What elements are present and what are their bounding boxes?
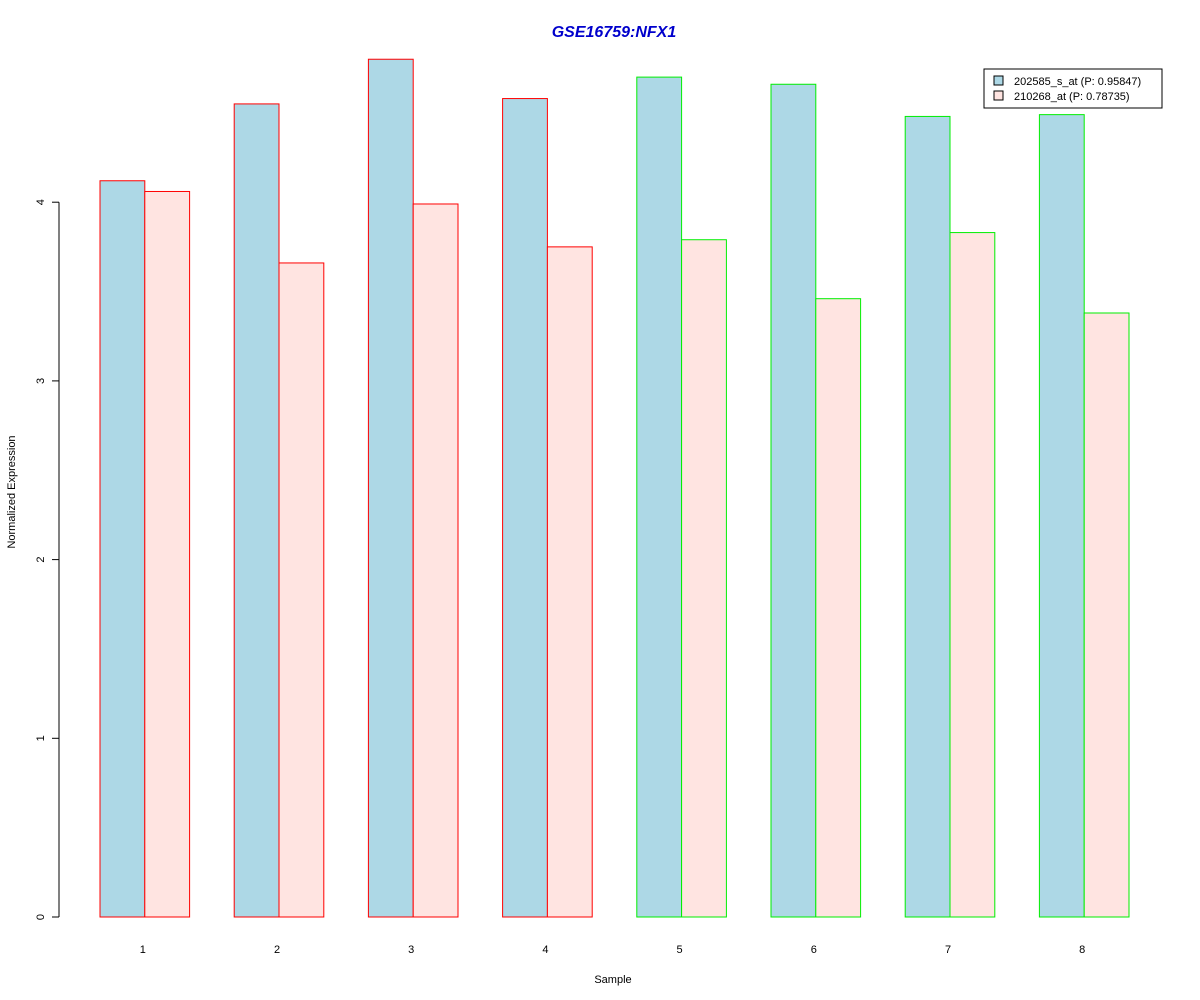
bar-1-sample-7 [904,115,951,918]
bar-2-sample-4 [546,246,593,918]
legend-swatch-2 [993,90,1004,101]
bar-1-sample-5 [636,76,683,918]
y-axis-label: Normalized Expression [6,435,18,548]
x-tick-label-6: 6 [811,944,817,956]
bar-1-sample-2 [233,103,280,918]
bar-2-sample-6 [815,298,862,918]
bar-1-sample-3 [367,58,414,918]
legend-box [983,68,1163,109]
bars-group [99,58,1130,918]
x-tick-label-5: 5 [677,944,683,956]
x-tick-label-3: 3 [408,944,414,956]
bar-2-sample-8 [1083,312,1130,918]
y-tick-label-1: 1 [35,735,47,741]
bar-2-sample-1 [144,190,191,918]
bar-1-sample-8 [1038,114,1085,918]
bar-2-sample-3 [412,203,459,918]
bar-2-sample-5 [681,239,727,918]
bar-1-sample-1 [99,180,146,918]
bar-2-sample-7 [949,232,996,918]
bar-1-sample-6 [770,83,817,918]
y-tick-label-0: 0 [35,914,47,920]
y-tick-label-3: 3 [35,378,47,384]
bar-1-sample-4 [502,98,548,918]
y-axis: 0 1 2 3 4 [35,199,60,920]
chart-title: GSE16759:NFX1 [552,24,677,41]
legend-swatch-1 [993,75,1004,86]
x-tick-label-1: 1 [140,944,146,956]
x-tick-label-8: 8 [1079,944,1085,956]
x-tick-label-2: 2 [274,944,280,956]
y-tick-label-2: 2 [35,557,47,563]
x-axis: 1 2 3 4 5 6 7 8 [140,944,1086,956]
x-axis-label: Sample [594,974,631,986]
y-tick-label-4: 4 [35,199,47,205]
legend-entry-2: 210268_at (P: 0.78735) [1014,91,1130,103]
bar-2-sample-2 [278,262,325,918]
legend-entry-1: 202585_s_at (P: 0.95847) [1014,76,1141,88]
x-tick-label-7: 7 [945,944,951,956]
x-tick-label-4: 4 [542,944,548,956]
legend: 202585_s_at (P: 0.95847) 210268_at (P: 0.… [983,68,1163,109]
